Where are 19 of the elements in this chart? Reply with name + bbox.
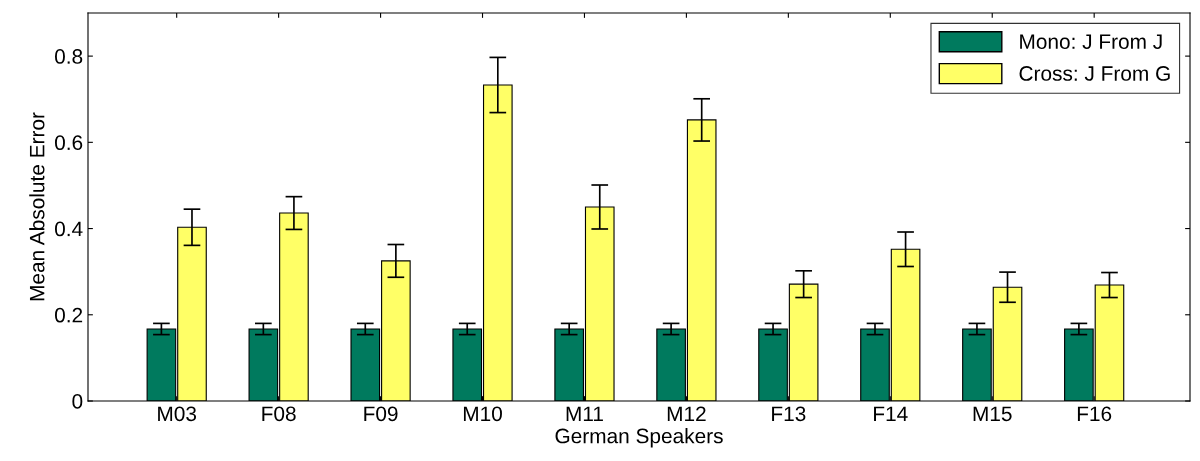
legend-label: Cross: J From G bbox=[1019, 66, 1170, 81]
y-tick-label: 0.2 bbox=[54, 307, 83, 323]
y-axis-title: Mean Absolute Error bbox=[29, 112, 45, 301]
x-axis-title: German Speakers bbox=[555, 428, 723, 448]
y-tick-label: 0.4 bbox=[54, 221, 83, 237]
x-tick-label: F13 bbox=[772, 406, 806, 422]
x-tick-label: M15 bbox=[973, 406, 1012, 422]
x-tick-label: F09 bbox=[364, 406, 398, 422]
x-tick-label: F08 bbox=[262, 406, 296, 422]
y-tick-label: 0 bbox=[72, 394, 83, 409]
x-tick-label: F14 bbox=[874, 406, 908, 421]
x-tick-label: M10 bbox=[463, 406, 502, 422]
y-tick-label: 0.6 bbox=[54, 135, 83, 151]
x-tick-label: M12 bbox=[667, 406, 706, 421]
y-tick-label: 0.8 bbox=[54, 49, 83, 64]
x-tick-label: M11 bbox=[566, 406, 603, 421]
x-tick-label: M03 bbox=[158, 406, 197, 422]
legend-label: Mono: J From J bbox=[1020, 34, 1162, 50]
x-tick-label: F16 bbox=[1077, 406, 1112, 422]
